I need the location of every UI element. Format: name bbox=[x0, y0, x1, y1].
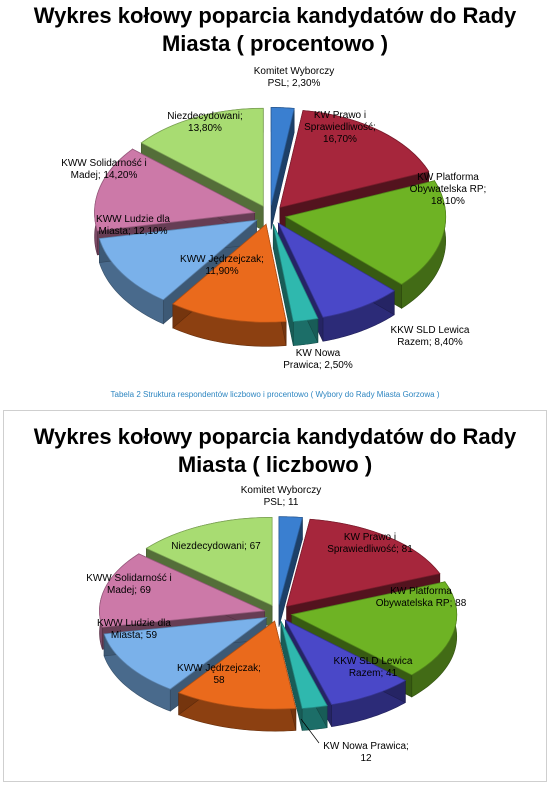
pie-slice-kww-ludzie-dla bbox=[103, 616, 268, 690]
chart-title-line: Miasta ( procentowo ) bbox=[161, 31, 389, 56]
data-label-kw-nowa: KW Nowa Prawica; 2,50% bbox=[283, 348, 353, 371]
pie-slice-kw-platforma bbox=[290, 581, 458, 676]
data-label-kkw-sld-lewica: KKW SLD Lewica Razem; 41 bbox=[334, 656, 413, 679]
pie-chart-percent: Komitet Wyborczy PSL; 2,30% KW Prawo i Spra… bbox=[61, 66, 487, 371]
data-label-kkw-sld-lewica: KKW SLD Lewica Razem; 8,40% bbox=[391, 325, 470, 348]
pie-slice-kww-jedrzejczak bbox=[172, 223, 287, 323]
data-label-kww-ludzie-dla: KWW Ludzie dla Miasta; 12,10% bbox=[96, 214, 170, 237]
chart-percent: Wykres kołowy poparcia kandydatów do Rad… bbox=[0, 0, 550, 380]
data-label-kww-jedrzejczak: KWW Jędrzejczak; 58 bbox=[177, 663, 261, 686]
pie-slice-kw-platforma bbox=[284, 180, 447, 285]
table-caption: Tabela 2 Struktura respondentów liczbowo… bbox=[110, 390, 440, 399]
chart-title-line: Miasta ( liczbowo ) bbox=[177, 452, 373, 477]
data-label-kw-nowa-prawica: KW Nowa Prawica; 12 bbox=[323, 741, 409, 764]
pie-slice-kww-solidarnosc-i bbox=[99, 553, 266, 628]
data-label-kww-solidarnosc-i: KWW Solidarność i Madej; 69 bbox=[86, 573, 172, 596]
pie-slice-kw-prawo-i bbox=[286, 518, 441, 607]
pie-slice-kww-solidarnosc-i bbox=[94, 148, 256, 232]
data-label-kw-prawo-i: KW Prawo i Sprawiedliwość; 81 bbox=[327, 532, 413, 555]
data-label-niezdecydowani: Niezdecydowani; 13,80% bbox=[167, 111, 243, 134]
data-label-kww-ludzie-dla: KWW Ludzie dla Miasta; 59 bbox=[97, 618, 171, 641]
chart-count: Wykres kołowy poparcia kandydatów do Rad… bbox=[3, 410, 547, 782]
chart-title-line: Wykres kołowy poparcia kandydatów do Rad… bbox=[33, 3, 517, 28]
pie-slice-kww-jedrzejczak bbox=[177, 620, 297, 710]
pie-slice-komitet-wyborczy bbox=[270, 107, 295, 206]
pie-slice-kw-prawo-i bbox=[279, 110, 430, 209]
data-label-komitet-wyborczy: Komitet Wyborczy PSL; 11 bbox=[241, 485, 321, 508]
data-label-kww-solidarnosc-i: KWW Solidarność i Madej; 14,20% bbox=[61, 158, 147, 181]
data-label-komitet-wyborczy: Komitet Wyborczy PSL; 2,30% bbox=[254, 66, 334, 89]
pie-slice-kw-nowa-prawica bbox=[280, 621, 328, 709]
data-label-kw-prawo-i: KW Prawo i Sprawiedliwość; 16,70% bbox=[304, 110, 376, 145]
pie-slice-kw-nowa bbox=[272, 224, 319, 323]
data-label-niezdecydowani-67: Niezdecydowani; 67 bbox=[171, 541, 261, 552]
pie-slice-kkw-sld-lewica bbox=[277, 222, 396, 318]
pie-slice-niezdecydowani bbox=[140, 107, 264, 207]
chart-title-percent: Wykres kołowy poparcia kandydatów do Rad… bbox=[0, 2, 550, 58]
pie-slice-kkw-sld-lewica bbox=[284, 619, 407, 706]
pie-slice-komitet-wyborczy bbox=[278, 516, 303, 605]
leader-line bbox=[300, 718, 320, 744]
pie-slice-kww-ludzie-dla bbox=[98, 219, 258, 301]
chart-title-line: Wykres kołowy poparcia kandydatów do Rad… bbox=[33, 424, 517, 449]
data-label-kww-jedrzejczak: KWW Jędrzejczak; 11,90% bbox=[180, 254, 264, 277]
data-label-kw-platforma: KW Platforma Obywatelska RP; 88 bbox=[376, 586, 467, 609]
data-label-kw-platforma: KW Platforma Obywatelska RP; 18,10% bbox=[410, 172, 487, 207]
pie-slice-niezdecydowani-67 bbox=[145, 516, 273, 606]
chart-title-count: Wykres kołowy poparcia kandydatów do Rad… bbox=[4, 423, 546, 479]
